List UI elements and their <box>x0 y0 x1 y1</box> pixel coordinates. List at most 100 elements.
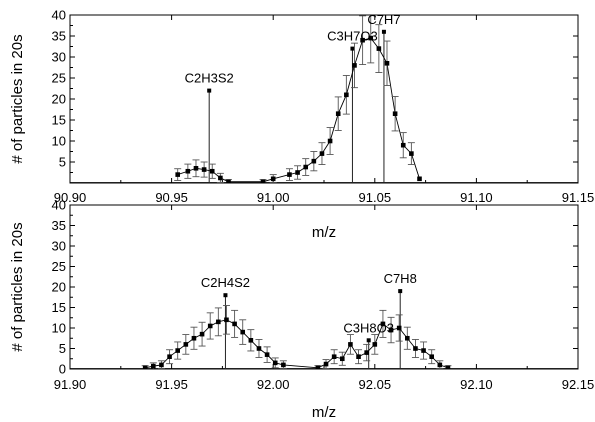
y-tick-label: 5 <box>59 155 66 170</box>
y-tick-label: 15 <box>52 113 66 128</box>
series-line <box>177 37 420 183</box>
y-tick-label: 0 <box>59 362 66 377</box>
x-tick-label: 91.90 <box>54 377 87 392</box>
data-point <box>445 365 451 369</box>
data-point <box>364 350 369 355</box>
stick-label: C2H3S2 <box>185 71 234 86</box>
data-point <box>151 363 156 369</box>
data-point <box>218 175 223 181</box>
stick-label: C3H8O3 <box>343 320 394 335</box>
data-point <box>201 167 207 172</box>
data-point <box>323 361 329 367</box>
data-point <box>240 329 246 335</box>
data-point <box>191 335 197 341</box>
data-point <box>417 176 422 182</box>
data-point <box>272 360 278 366</box>
x-tick-label: 91.00 <box>257 190 290 205</box>
x-tick-label: 90.95 <box>155 190 188 205</box>
data-point <box>327 138 333 144</box>
data-point <box>437 362 443 368</box>
data-point <box>421 348 426 353</box>
plot-area <box>70 289 578 369</box>
data-point <box>216 319 221 325</box>
data-point <box>380 321 386 327</box>
data-point <box>270 176 276 182</box>
x-tick-label: 91.05 <box>359 190 392 205</box>
stick-label: C3H7O3 <box>327 29 378 44</box>
y-tick-label: 25 <box>52 259 66 274</box>
y-tick-label: 15 <box>52 300 66 315</box>
data-point <box>429 354 434 359</box>
data-point <box>372 342 378 347</box>
data-point <box>183 342 189 347</box>
stick-marker <box>381 29 386 34</box>
data-point <box>287 172 292 177</box>
data-point <box>159 362 164 368</box>
data-point <box>335 111 341 116</box>
data-point <box>303 164 309 170</box>
data-point <box>248 338 254 343</box>
data-point <box>360 37 365 43</box>
y-tick-label: 40 <box>52 198 66 213</box>
data-point <box>260 179 266 183</box>
data-point <box>207 323 213 329</box>
data-point <box>376 46 382 51</box>
data-point <box>167 354 172 359</box>
plot-frame <box>69 14 579 184</box>
x-tick-label: 91.95 <box>155 377 188 392</box>
data-point <box>295 170 300 175</box>
data-point <box>226 179 231 183</box>
data-point <box>396 325 402 331</box>
y-tick-label: 30 <box>52 50 66 65</box>
y-tick-label: 10 <box>52 134 66 149</box>
data-point <box>368 35 374 41</box>
data-point <box>193 166 199 171</box>
data-point <box>413 346 418 351</box>
data-point <box>256 346 262 351</box>
y-tick-label: 10 <box>52 321 66 336</box>
y-tick-label: 30 <box>52 239 66 254</box>
y-tick-label: 35 <box>52 218 66 233</box>
data-point <box>315 365 321 369</box>
data-point <box>232 321 237 327</box>
x-tick-label: 92.00 <box>257 377 290 392</box>
x-tick-label: 92.15 <box>562 377 595 392</box>
data-point <box>185 168 191 174</box>
data-point <box>384 61 390 66</box>
x-tick-label: 91.15 <box>562 190 595 205</box>
y-tick-label: 20 <box>52 280 66 295</box>
stick-marker <box>366 338 371 343</box>
data-point <box>142 365 148 369</box>
data-point <box>356 354 361 359</box>
x-axis-label: m/z <box>312 224 336 241</box>
y-tick-label: 40 <box>52 8 66 23</box>
plot-area <box>70 15 578 183</box>
data-point <box>175 172 180 177</box>
stick-marker <box>350 46 355 51</box>
data-point <box>264 352 270 357</box>
x-tick-label: 91.10 <box>460 190 493 205</box>
stick-label: C7H7 <box>367 12 400 27</box>
data-point <box>344 92 349 98</box>
data-point <box>311 158 317 164</box>
stick-label: C2H4S2 <box>201 275 250 290</box>
x-axis-label: m/z <box>312 404 336 421</box>
bottom-panel: 0 5 10 15 20 25 30 35 40 91.90 91.95 92.00 92.05 92.1… <box>9 198 594 422</box>
data-point <box>392 111 398 116</box>
stick-marker <box>398 289 403 294</box>
data-point <box>388 327 394 333</box>
y-tick-label: 35 <box>52 29 66 44</box>
data-point <box>319 151 325 156</box>
stick-label: C7H8 <box>384 271 417 286</box>
data-point <box>409 151 414 156</box>
y-tick-label: 5 <box>59 341 66 356</box>
data-point <box>281 362 286 368</box>
data-point <box>175 348 180 353</box>
data-point <box>348 342 353 347</box>
data-point <box>339 356 345 362</box>
y-axis-label: # of particles in 20s <box>9 34 26 163</box>
data-point <box>224 317 229 323</box>
data-point <box>199 331 205 337</box>
stick-marker <box>207 88 212 93</box>
